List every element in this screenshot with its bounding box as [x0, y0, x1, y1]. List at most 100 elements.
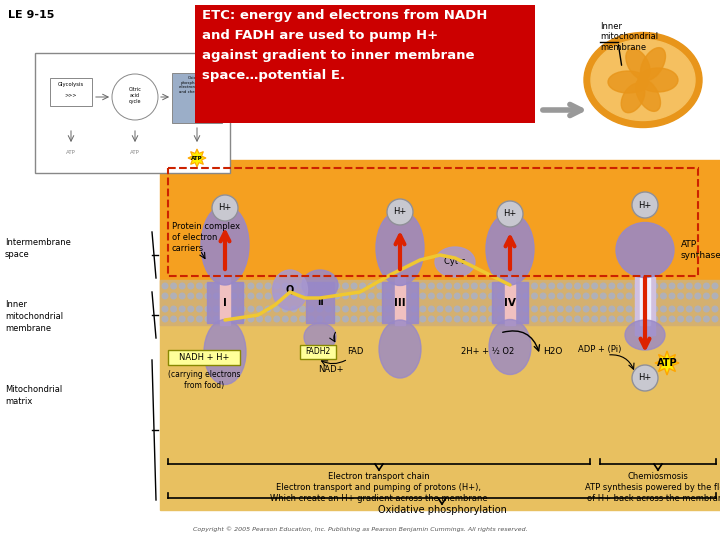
Circle shape [342, 282, 349, 289]
Ellipse shape [489, 320, 531, 375]
Circle shape [643, 293, 649, 300]
Circle shape [359, 293, 366, 300]
Circle shape [204, 293, 212, 300]
Circle shape [170, 306, 177, 313]
Text: and FADH are used to pump H+: and FADH are used to pump H+ [202, 29, 438, 42]
Circle shape [488, 306, 495, 313]
Circle shape [307, 306, 315, 313]
Circle shape [204, 306, 212, 313]
Circle shape [488, 315, 495, 322]
Text: IV: IV [504, 298, 516, 307]
Circle shape [359, 282, 366, 289]
Bar [207, 282, 243, 323]
Circle shape [608, 293, 616, 300]
Circle shape [385, 282, 392, 289]
Circle shape [582, 306, 590, 313]
Circle shape [377, 282, 383, 289]
Circle shape [711, 282, 719, 289]
Circle shape [342, 315, 349, 322]
Circle shape [256, 293, 263, 300]
Circle shape [394, 282, 400, 289]
Text: FAD: FAD [347, 348, 363, 356]
Circle shape [333, 293, 341, 300]
Text: II: II [317, 298, 323, 307]
Circle shape [170, 293, 177, 300]
Circle shape [617, 282, 624, 289]
Circle shape [290, 293, 297, 300]
Circle shape [256, 282, 263, 289]
Circle shape [711, 306, 719, 313]
Circle shape [539, 306, 546, 313]
Circle shape [643, 315, 649, 322]
Circle shape [523, 315, 529, 322]
Circle shape [402, 293, 409, 300]
Circle shape [359, 306, 366, 313]
Circle shape [694, 293, 701, 300]
Circle shape [299, 282, 306, 289]
Bar [220, 275, 230, 325]
Circle shape [488, 282, 495, 289]
Circle shape [497, 293, 504, 300]
Circle shape [711, 293, 719, 300]
Ellipse shape [376, 211, 424, 286]
Circle shape [282, 306, 289, 313]
Circle shape [626, 293, 633, 300]
Circle shape [454, 293, 461, 300]
Circle shape [368, 282, 374, 289]
Circle shape [600, 306, 607, 313]
Circle shape [703, 282, 710, 289]
Ellipse shape [302, 270, 338, 300]
Circle shape [402, 315, 409, 322]
Text: H+: H+ [639, 200, 652, 210]
Circle shape [565, 293, 572, 300]
Circle shape [248, 315, 254, 322]
Circle shape [342, 306, 349, 313]
Circle shape [187, 293, 194, 300]
Text: NAD+: NAD+ [318, 365, 343, 374]
Circle shape [462, 306, 469, 313]
Circle shape [626, 282, 633, 289]
Text: (carrying electrons
from food): (carrying electrons from food) [168, 370, 240, 390]
Circle shape [256, 315, 263, 322]
Circle shape [462, 282, 469, 289]
Circle shape [204, 282, 212, 289]
Circle shape [660, 293, 667, 300]
Circle shape [660, 282, 667, 289]
Circle shape [333, 315, 341, 322]
Circle shape [213, 282, 220, 289]
Circle shape [273, 293, 280, 300]
Circle shape [222, 306, 229, 313]
Circle shape [179, 282, 186, 289]
Text: Copyright © 2005 Pearson Education, Inc. Publishing as Pearson Benjamin Cummings: Copyright © 2005 Pearson Education, Inc.… [193, 526, 527, 532]
Circle shape [436, 315, 444, 322]
Circle shape [652, 293, 658, 300]
Circle shape [385, 293, 392, 300]
Circle shape [634, 306, 641, 313]
Circle shape [212, 195, 238, 221]
Circle shape [222, 315, 229, 322]
Circle shape [394, 293, 400, 300]
Text: ATP: ATP [192, 156, 203, 160]
Circle shape [600, 315, 607, 322]
Circle shape [419, 293, 426, 300]
Circle shape [342, 293, 349, 300]
Circle shape [239, 306, 246, 313]
Circle shape [514, 282, 521, 289]
Circle shape [179, 293, 186, 300]
Circle shape [377, 293, 383, 300]
Text: ATP: ATP [66, 150, 76, 155]
Circle shape [239, 315, 246, 322]
Circle shape [488, 293, 495, 300]
Circle shape [248, 282, 254, 289]
Text: H+: H+ [639, 374, 652, 382]
Circle shape [445, 282, 452, 289]
Bar [492, 282, 528, 323]
Circle shape [230, 315, 238, 322]
Circle shape [333, 306, 341, 313]
Polygon shape [188, 149, 206, 167]
Ellipse shape [625, 320, 665, 350]
Circle shape [428, 282, 435, 289]
Circle shape [652, 315, 658, 322]
Circle shape [299, 293, 306, 300]
Circle shape [333, 282, 341, 289]
